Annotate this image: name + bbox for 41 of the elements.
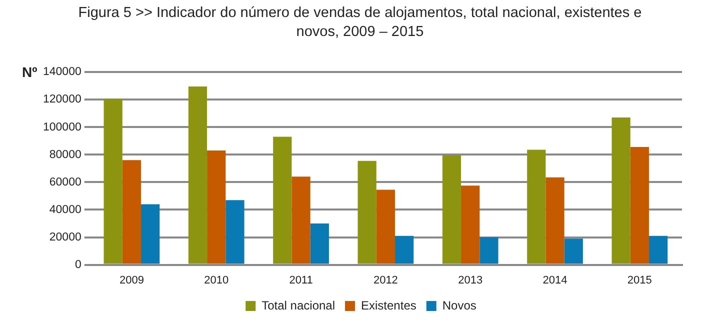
bar — [527, 150, 546, 264]
y-tick-label: 20000 — [49, 231, 82, 244]
bar — [273, 136, 292, 264]
bar — [630, 147, 649, 264]
bar — [207, 150, 226, 264]
chart-title: Figura 5 >> Indicador do número de vendas de alojamentos, total nacional, existentes e novos, 2009 – 2015 — [77, 4, 643, 42]
y-tick-label: 120000 — [43, 94, 82, 106]
bar — [395, 236, 414, 264]
bar — [648, 236, 668, 264]
y-tick-label: 40000 — [49, 204, 82, 216]
x-tick-label: 2009 — [119, 274, 144, 286]
y-tick-label: 60000 — [49, 176, 82, 188]
x-tick-label: 2010 — [204, 274, 229, 286]
y-tick-label: 100000 — [43, 121, 82, 134]
bar — [480, 237, 498, 264]
x-tick-label: 2015 — [627, 274, 652, 286]
x-tick-label: 2012 — [373, 274, 398, 286]
bar — [122, 160, 142, 264]
bar — [564, 238, 583, 264]
y-axis-title: Nº — [22, 64, 38, 80]
bar — [376, 190, 395, 264]
legend-label: Existentes — [361, 298, 416, 312]
bar — [226, 200, 244, 264]
bar — [442, 155, 462, 264]
bar — [188, 86, 208, 264]
legend-label: Total nacional — [262, 298, 336, 312]
x-tick-label: 2011 — [289, 274, 313, 286]
bar — [141, 204, 160, 264]
x-tick-label: 2014 — [542, 274, 568, 286]
bar — [104, 98, 122, 264]
bar — [292, 176, 310, 264]
y-tick-label: 80000 — [49, 148, 82, 161]
bar — [546, 177, 564, 264]
bar — [358, 160, 376, 264]
bar — [310, 223, 329, 264]
bar — [461, 186, 480, 264]
y-tick-label: 140000 — [43, 66, 82, 78]
legend-label: Novos — [442, 298, 476, 312]
x-tick-label: 2013 — [458, 274, 483, 286]
y-tick-label: 0 — [74, 258, 82, 271]
bar — [612, 117, 630, 264]
